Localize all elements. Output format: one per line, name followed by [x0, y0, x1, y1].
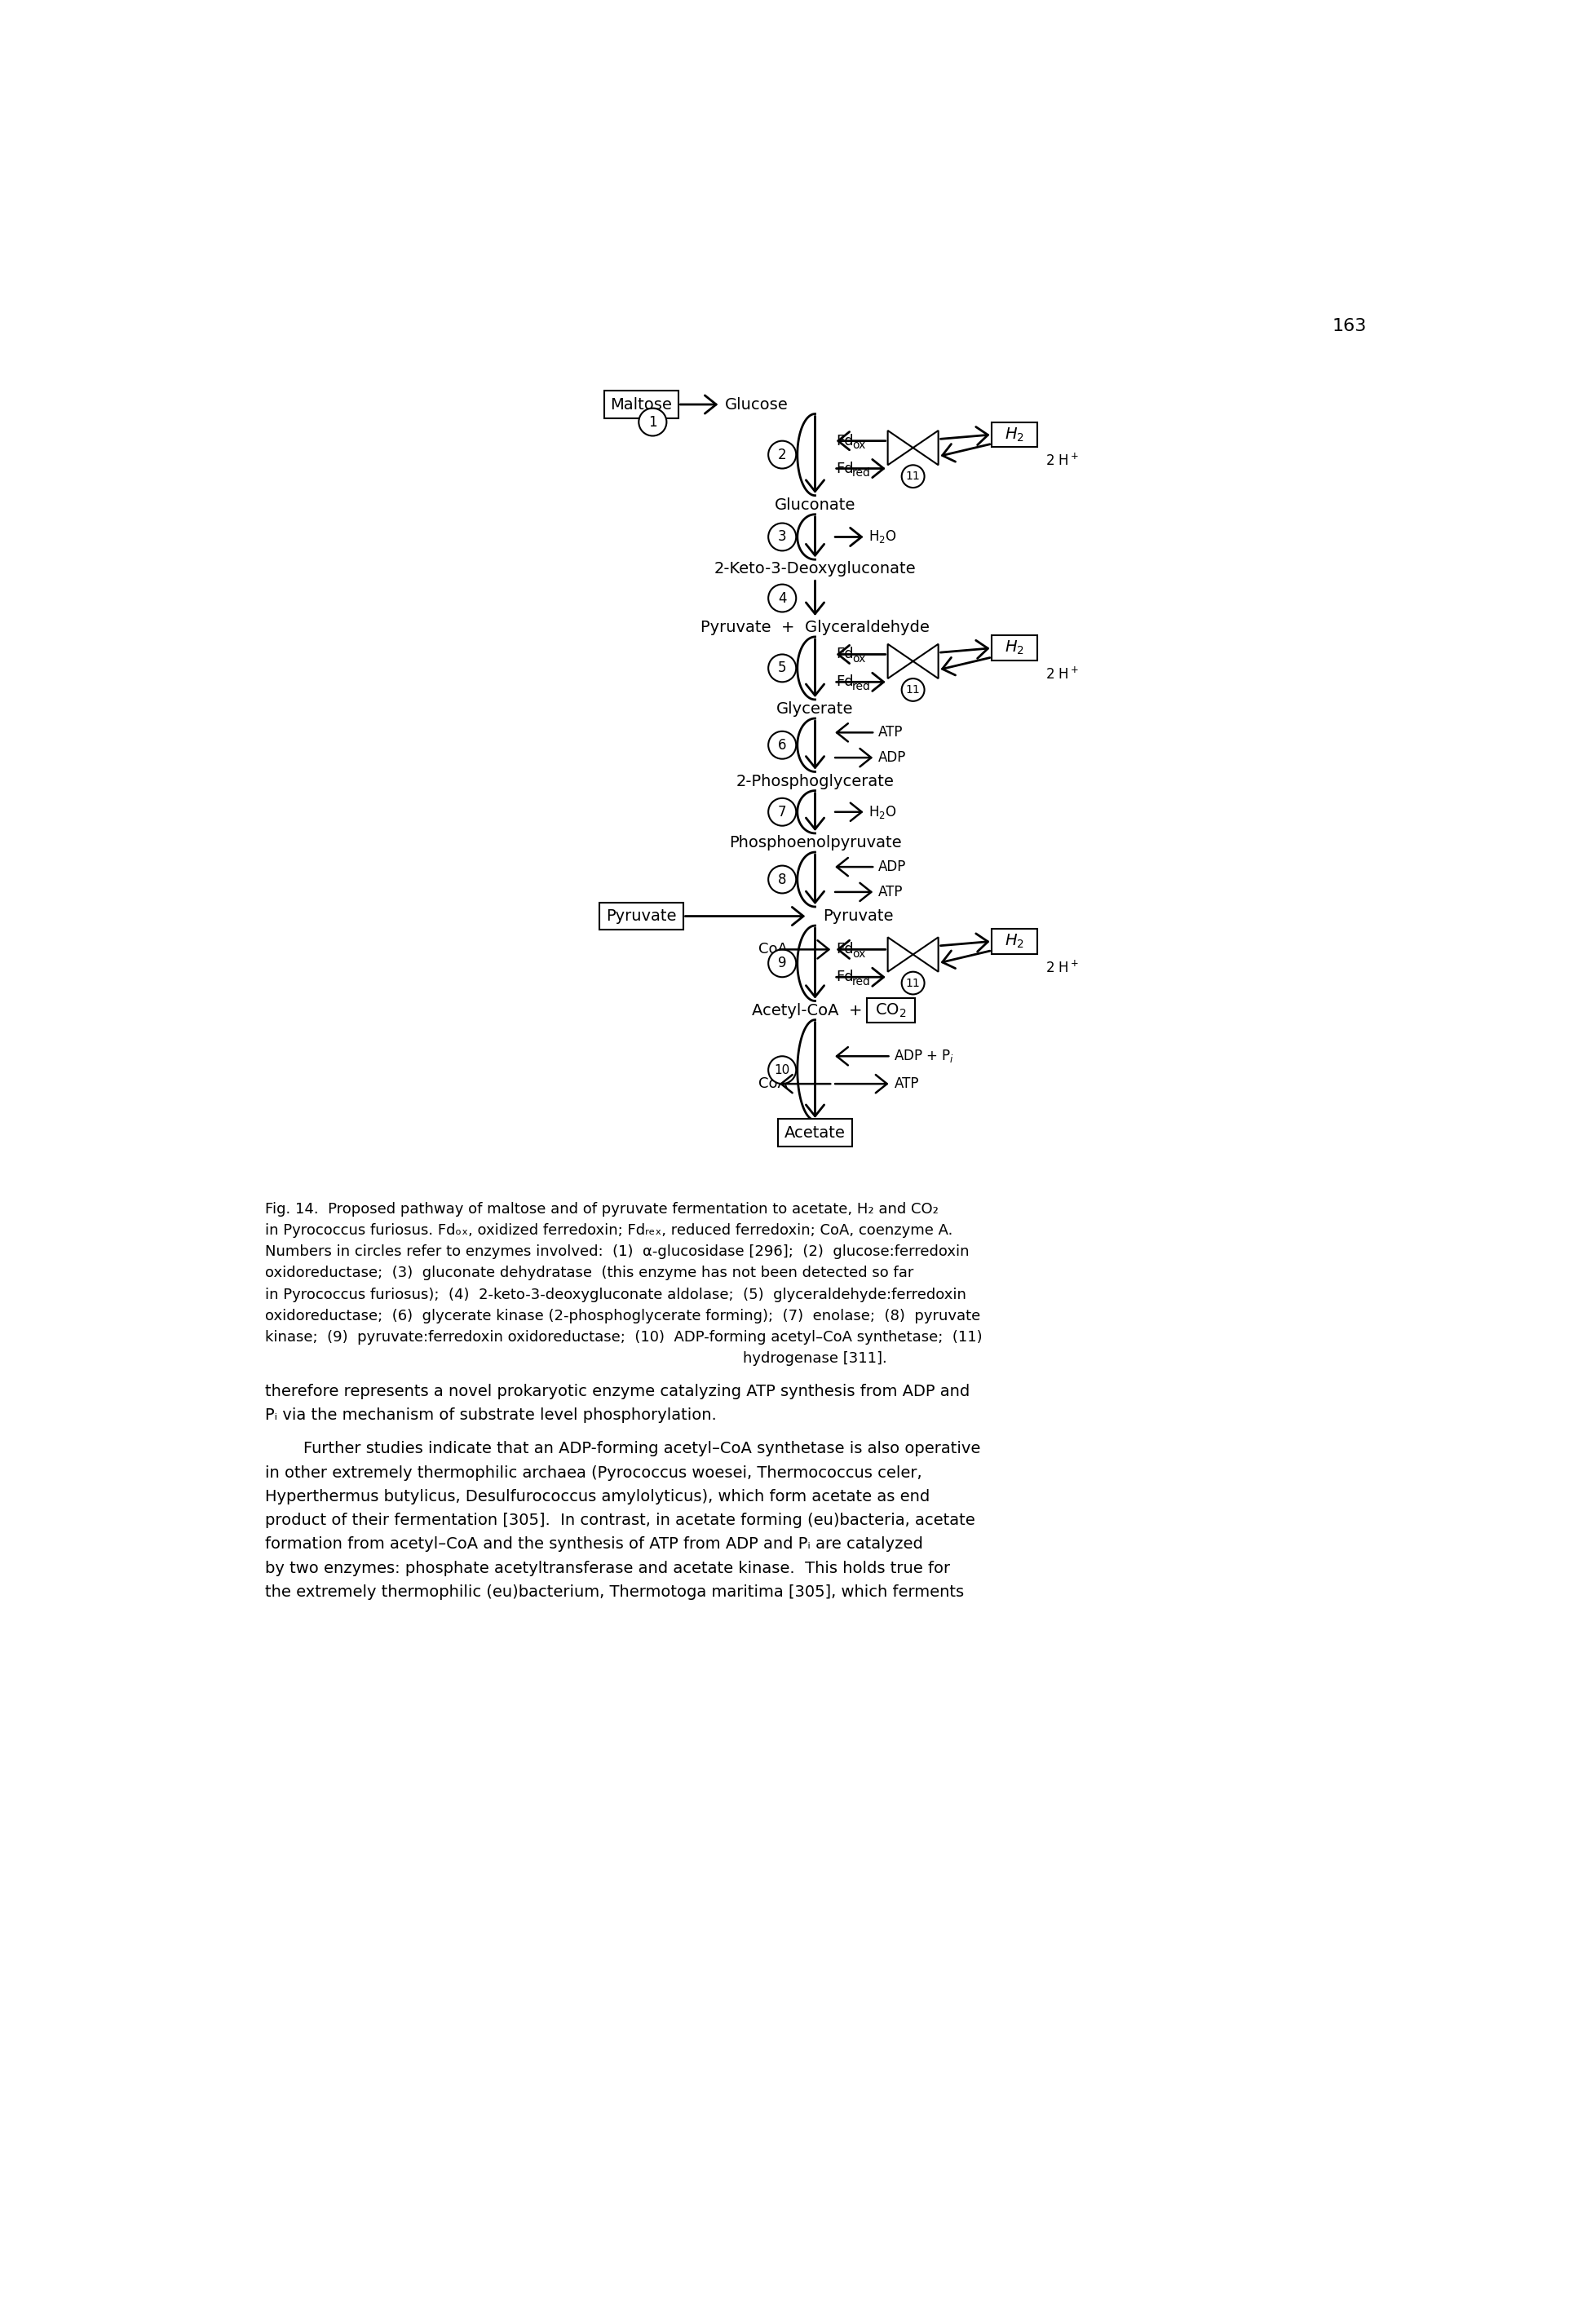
Text: kinase;  (9)  pyruvate:ferredoxin oxidoreductase;  (10)  ADP-forming acetyl–CoA : kinase; (9) pyruvate:ferredoxin oxidored…: [266, 1329, 983, 1346]
Circle shape: [902, 679, 924, 702]
Text: 2 H$^+$: 2 H$^+$: [1045, 667, 1079, 683]
Text: ox: ox: [853, 948, 866, 960]
Text: 11: 11: [905, 472, 920, 481]
Text: 7: 7: [778, 804, 786, 820]
Circle shape: [768, 583, 796, 611]
Text: in other extremely thermophilic archaea (Pyrococcus woesei, Thermococcus celer,: in other extremely thermophilic archaea …: [266, 1464, 923, 1480]
Text: hydrogenase [311].: hydrogenase [311].: [743, 1350, 888, 1367]
Polygon shape: [888, 937, 913, 971]
Text: Phosphoenolpyruvate: Phosphoenolpyruvate: [729, 834, 902, 851]
Polygon shape: [913, 430, 939, 465]
Text: the extremely thermophilic (eu)bacterium, Thermotoga maritima [305], which ferme: the extremely thermophilic (eu)bacterium…: [266, 1585, 964, 1599]
FancyBboxPatch shape: [991, 423, 1037, 446]
FancyBboxPatch shape: [605, 390, 678, 418]
Text: Hyperthermus butylicus, Desulfurococcus amylolyticus), which form acetate as end: Hyperthermus butylicus, Desulfurococcus …: [266, 1490, 931, 1504]
Text: ATP: ATP: [878, 885, 904, 899]
Circle shape: [902, 465, 924, 488]
Text: CO$_2$: CO$_2$: [875, 1002, 907, 1018]
Text: 5: 5: [778, 660, 786, 676]
Polygon shape: [913, 644, 939, 679]
Text: 2: 2: [778, 446, 786, 462]
Polygon shape: [888, 644, 913, 679]
Text: $H_2$: $H_2$: [1004, 932, 1025, 951]
Circle shape: [768, 655, 796, 681]
Circle shape: [768, 732, 796, 760]
Circle shape: [638, 409, 667, 437]
Text: H$_2$O: H$_2$O: [869, 530, 896, 546]
Circle shape: [768, 865, 796, 892]
Text: Further studies indicate that an ADP-forming acetyl–CoA synthetase is also opera: Further studies indicate that an ADP-for…: [304, 1441, 980, 1457]
Text: 2-Keto-3-Deoxygluconate: 2-Keto-3-Deoxygluconate: [714, 560, 916, 576]
Text: Fd: Fd: [835, 435, 853, 449]
Text: $H_2$: $H_2$: [1004, 425, 1025, 444]
Text: 2 H$^+$: 2 H$^+$: [1045, 960, 1079, 976]
Text: 1: 1: [648, 414, 657, 430]
Text: ADP + P$_i$: ADP + P$_i$: [894, 1048, 955, 1064]
Text: 11: 11: [905, 978, 920, 988]
Text: 2-Phosphoglycerate: 2-Phosphoglycerate: [737, 774, 894, 788]
Text: ox: ox: [853, 653, 866, 665]
Text: in Pyrococcus furiosus. Fdₒₓ, oxidized ferredoxin; Fdᵣₑₓ, reduced ferredoxin; Co: in Pyrococcus furiosus. Fdₒₓ, oxidized f…: [266, 1222, 953, 1239]
Text: ATP: ATP: [894, 1076, 920, 1092]
Text: Glycerate: Glycerate: [776, 702, 854, 716]
Text: by two enzymes: phosphate acetyltransferase and acetate kinase.  This holds true: by two enzymes: phosphate acetyltransfer…: [266, 1559, 950, 1576]
FancyBboxPatch shape: [600, 902, 683, 930]
Text: ox: ox: [853, 439, 866, 451]
Text: Fd: Fd: [835, 941, 853, 957]
Text: oxidoreductase;  (6)  glycerate kinase (2-phosphoglycerate forming);  (7)  enola: oxidoreductase; (6) glycerate kinase (2-…: [266, 1308, 980, 1322]
Text: Fd: Fd: [835, 460, 853, 476]
Text: 8: 8: [778, 872, 786, 888]
Text: therefore represents a novel prokaryotic enzyme catalyzing ATP synthesis from AD: therefore represents a novel prokaryotic…: [266, 1385, 971, 1399]
Text: Fd: Fd: [835, 969, 853, 985]
Text: 4: 4: [778, 590, 786, 607]
Polygon shape: [913, 937, 939, 971]
Text: red: red: [853, 681, 870, 693]
Text: formation from acetyl–CoA and the synthesis of ATP from ADP and Pᵢ are catalyzed: formation from acetyl–CoA and the synthe…: [266, 1536, 923, 1552]
Text: Glucose: Glucose: [724, 397, 788, 411]
Text: in Pyrococcus furiosus);  (4)  2-keto-3-deoxygluconate aldolase;  (5)  glycerald: in Pyrococcus furiosus); (4) 2-keto-3-de…: [266, 1287, 966, 1301]
Text: 3: 3: [778, 530, 786, 544]
Circle shape: [768, 951, 796, 976]
Text: CoA: CoA: [759, 1076, 788, 1092]
Text: Acetyl-CoA  +: Acetyl-CoA +: [753, 1002, 862, 1018]
Text: 11: 11: [905, 683, 920, 695]
Text: Pyruvate  +  Glyceraldehyde: Pyruvate + Glyceraldehyde: [700, 621, 929, 634]
FancyBboxPatch shape: [867, 997, 915, 1023]
Text: 2 H$^+$: 2 H$^+$: [1045, 453, 1079, 469]
Text: $H_2$: $H_2$: [1004, 639, 1025, 658]
Circle shape: [768, 797, 796, 825]
Circle shape: [768, 523, 796, 551]
Text: Pyruvate: Pyruvate: [823, 909, 893, 925]
Text: Pᵢ via the mechanism of substrate level phosphorylation.: Pᵢ via the mechanism of substrate level …: [266, 1408, 718, 1422]
Text: red: red: [853, 467, 870, 479]
Text: product of their fermentation [305].  In contrast, in acetate forming (eu)bacter: product of their fermentation [305]. In …: [266, 1513, 975, 1529]
Text: ATP: ATP: [878, 725, 904, 739]
Text: Fd: Fd: [835, 646, 853, 662]
Text: Acetate: Acetate: [784, 1125, 845, 1141]
FancyBboxPatch shape: [778, 1118, 853, 1146]
Text: 6: 6: [778, 737, 786, 753]
Text: H$_2$O: H$_2$O: [869, 804, 896, 820]
Text: oxidoreductase;  (3)  gluconate dehydratase  (this enzyme has not been detected : oxidoreductase; (3) gluconate dehydratas…: [266, 1267, 913, 1281]
Text: Gluconate: Gluconate: [775, 497, 856, 514]
Circle shape: [902, 971, 924, 995]
Text: 10: 10: [775, 1064, 791, 1076]
Polygon shape: [888, 430, 913, 465]
Text: 163: 163: [1332, 318, 1367, 335]
Text: 9: 9: [778, 955, 786, 971]
Text: Fd: Fd: [835, 674, 853, 690]
Text: Fig. 14.  Proposed pathway of maltose and of pyruvate fermentation to acetate, H: Fig. 14. Proposed pathway of maltose and…: [266, 1202, 939, 1215]
Text: ADP: ADP: [878, 751, 907, 765]
Text: Numbers in circles refer to enzymes involved:  (1)  α-glucosidase [296];  (2)  g: Numbers in circles refer to enzymes invo…: [266, 1246, 969, 1260]
FancyBboxPatch shape: [991, 930, 1037, 953]
Text: Maltose: Maltose: [611, 397, 673, 411]
Text: Pyruvate: Pyruvate: [606, 909, 676, 925]
Circle shape: [768, 442, 796, 469]
FancyBboxPatch shape: [991, 634, 1037, 660]
Text: red: red: [853, 976, 870, 988]
Text: CoA: CoA: [759, 941, 788, 957]
Text: ADP: ADP: [878, 860, 907, 874]
Circle shape: [768, 1055, 796, 1083]
